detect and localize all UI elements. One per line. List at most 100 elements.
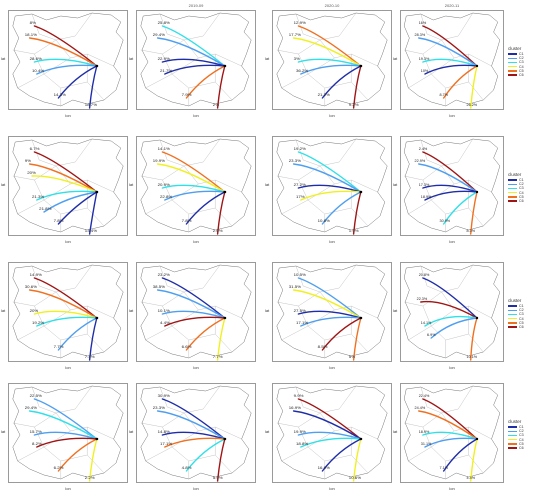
y-axis-label: lat	[1, 182, 6, 187]
route-c3	[30, 411, 97, 439]
route-label: 8.2%	[32, 441, 42, 446]
route-label: 21.7%	[160, 68, 173, 73]
route-label: 20%	[27, 170, 36, 175]
legend-label: C3	[519, 433, 524, 438]
legend-swatch	[508, 305, 517, 307]
legend-label: C4	[519, 64, 524, 69]
legend-swatch	[508, 313, 517, 316]
legend-item: C3	[508, 312, 538, 316]
province-border	[431, 200, 483, 226]
legend-item: C4	[508, 317, 538, 321]
province-border	[172, 447, 232, 473]
route-c5	[30, 38, 97, 66]
province-border	[56, 166, 114, 192]
map-canvas: 6.7% 9% 20% 21.3% 21.8% 7.8% 13.4%	[8, 136, 128, 236]
route-c5	[165, 438, 225, 447]
route-c4	[158, 164, 225, 192]
cluster-legend: cluster C1 C2 C3 C4 C5 C6	[508, 419, 538, 450]
route-c2	[298, 278, 360, 318]
province-border	[282, 326, 308, 340]
legend-label: C6	[519, 446, 524, 451]
route-c1	[423, 185, 477, 192]
route-label: 21.2%	[318, 92, 331, 97]
legend-item: C1	[508, 178, 538, 182]
province-border	[18, 200, 44, 214]
origin-point	[223, 64, 227, 68]
map-panel: lon lat 6.7% 9% 20% 21.3% 21.8% 7.8% 13.4%	[1, 136, 128, 244]
province-border	[160, 386, 220, 413]
route-label: 22.9%	[415, 159, 426, 163]
route-label: 22.3%	[417, 297, 428, 301]
route-c1	[162, 59, 224, 66]
route-label: 24.4%	[415, 406, 426, 410]
legend-swatch	[508, 326, 517, 328]
route-label: 1.9%	[349, 228, 359, 233]
route-label: 22.8%	[160, 194, 173, 199]
legend-swatch	[508, 447, 517, 449]
route-label: 22.4%	[419, 394, 430, 398]
route-label: 6.9%	[427, 333, 436, 337]
province-border	[296, 265, 356, 292]
route-c3	[162, 26, 224, 66]
map-panel: lon lat 30.9% 23.3% 14.8% 17.1% 4.8% 5.9%	[129, 383, 256, 491]
route-c4	[471, 66, 477, 108]
legend-swatch	[508, 53, 517, 55]
route-c1	[444, 439, 477, 471]
province-border	[442, 166, 492, 192]
route-c3	[186, 439, 224, 471]
province-border	[421, 265, 473, 292]
legend-swatch	[508, 443, 517, 445]
legend-swatch	[508, 434, 517, 437]
y-axis-label: lat	[265, 308, 270, 313]
legend-label: C2	[519, 308, 524, 313]
route-label: 12.9%	[294, 20, 307, 25]
province-border	[277, 413, 320, 427]
legend-swatch	[508, 200, 517, 202]
route-label: 22.5%	[30, 393, 43, 398]
country-border	[404, 139, 500, 232]
route-c5	[30, 164, 97, 192]
province-border	[320, 413, 378, 439]
legend-item: C5	[508, 442, 538, 446]
route-c5	[58, 439, 96, 471]
x-axis-label: lon	[449, 239, 455, 244]
route-label: 5.9%	[213, 475, 223, 480]
legend-title: cluster	[508, 172, 522, 177]
route-c4	[34, 311, 96, 318]
province-border	[184, 413, 242, 439]
province-border	[408, 447, 431, 461]
route-c1	[58, 192, 96, 224]
origin-point	[359, 437, 363, 441]
map-canvas: 9.9% 16.9% 19.9% 18.8% 16.9% 10.6%	[272, 383, 392, 483]
legend-swatch	[508, 187, 517, 190]
legend-swatch	[508, 179, 517, 181]
route-label: 27.5%	[294, 308, 307, 313]
route-c4	[471, 439, 477, 481]
province-border	[404, 166, 441, 180]
legend-title: cluster	[508, 419, 522, 424]
route-label: 20%	[30, 308, 39, 313]
legend-label: C2	[519, 182, 524, 187]
origin-point	[95, 316, 99, 320]
route-c3	[423, 59, 477, 66]
route-c2	[431, 318, 477, 338]
legend-item: C3	[508, 186, 538, 190]
route-label: 28.6%	[30, 56, 43, 61]
route-c2	[298, 432, 360, 439]
province-border	[160, 139, 220, 166]
legend-swatch	[508, 438, 517, 441]
legend-title: cluster	[508, 46, 522, 51]
country-border	[13, 386, 123, 479]
x-axis-label: lon	[65, 113, 71, 118]
legend-swatch	[508, 70, 517, 72]
route-label: 17%	[296, 194, 305, 199]
map-canvas: 19.2% 23.3% 27.2% 17% 10.8% 1.9%	[272, 136, 392, 236]
route-c5	[354, 318, 361, 360]
province-border	[277, 292, 320, 306]
origin-point	[223, 190, 227, 194]
legend-label: C2	[519, 429, 524, 434]
province-border	[146, 200, 172, 214]
route-c1	[90, 66, 97, 108]
route-c1	[298, 311, 360, 318]
route-label: 23.3%	[289, 158, 302, 163]
